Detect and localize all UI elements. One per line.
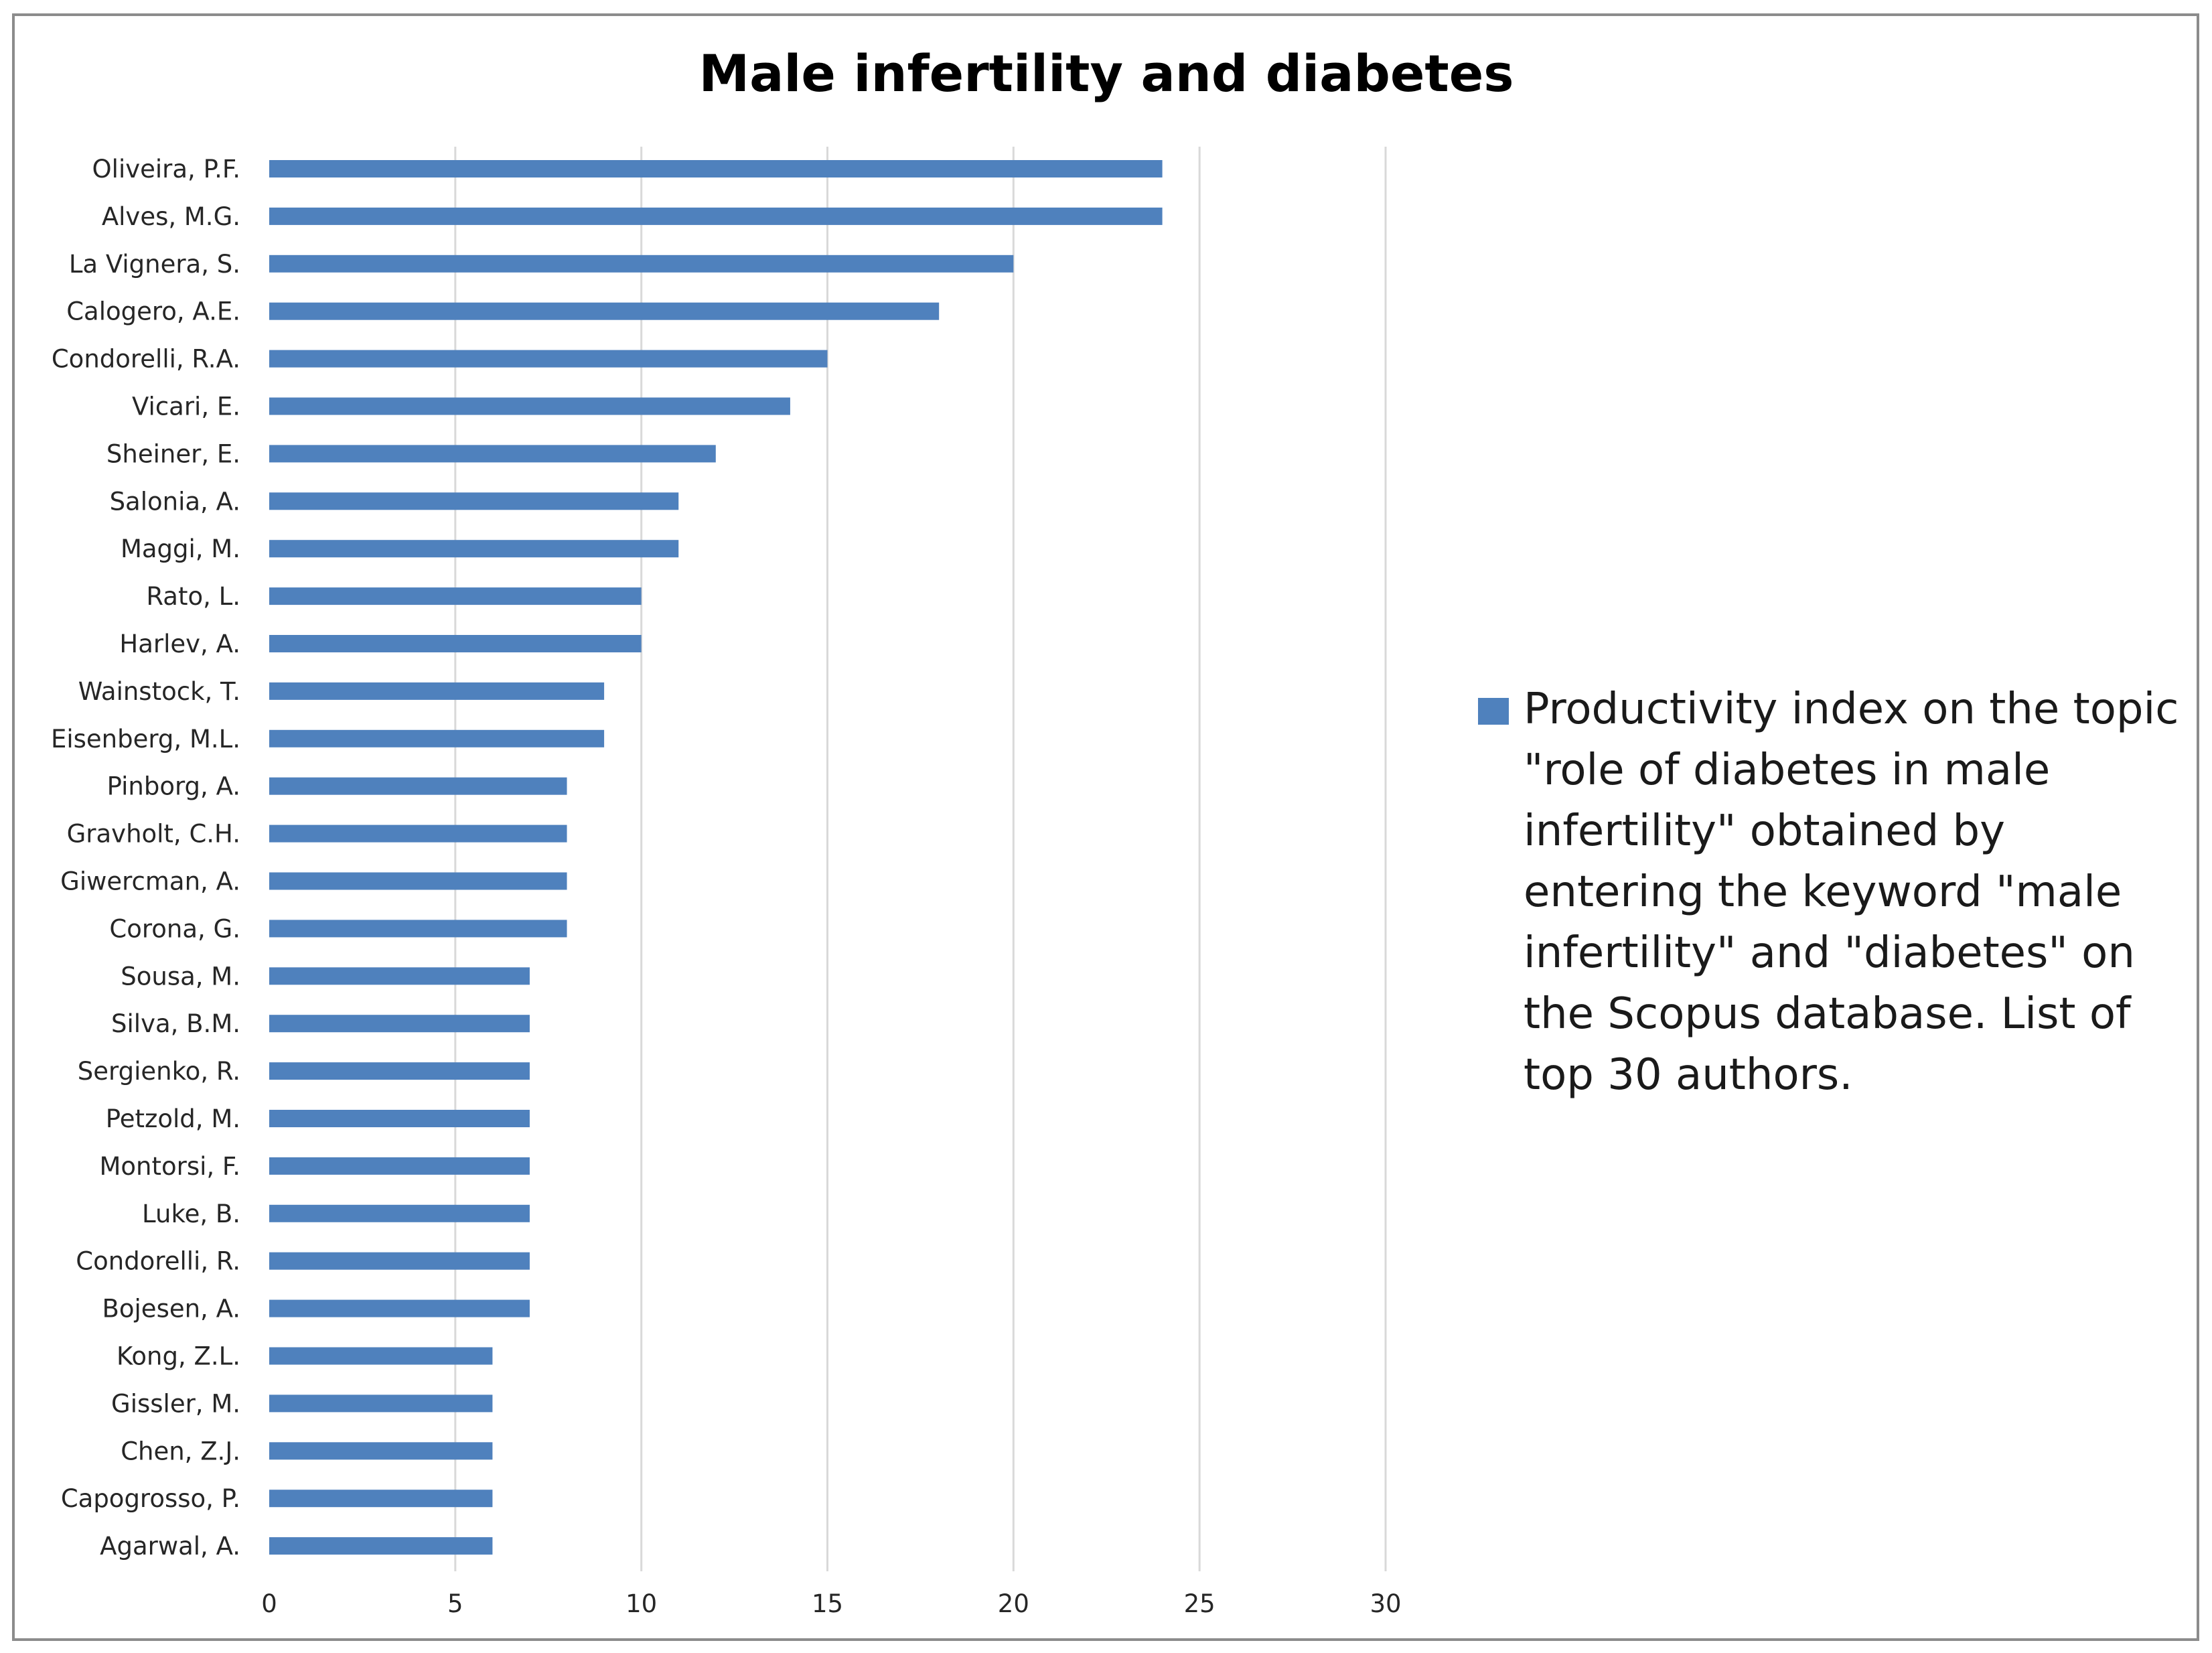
bar <box>269 397 790 415</box>
category-label: Silva, B.M. <box>111 1009 240 1038</box>
bar <box>269 445 716 463</box>
category-label: La Vignera, S. <box>69 250 240 279</box>
bar <box>269 729 605 747</box>
bar <box>269 207 1163 225</box>
x-tick-label: 15 <box>812 1589 843 1618</box>
bar <box>269 1490 493 1508</box>
bar <box>269 492 679 510</box>
category-label: Harlev, A. <box>119 630 240 658</box>
bar <box>269 824 567 843</box>
category-label: Gissler, M. <box>111 1389 240 1418</box>
x-tick-label: 10 <box>625 1589 657 1618</box>
bar <box>269 540 679 558</box>
bar <box>269 1442 493 1460</box>
category-label: Sousa, M. <box>121 962 240 991</box>
x-tick-label: 25 <box>1184 1589 1215 1618</box>
bar <box>269 872 567 890</box>
legend-swatch <box>1478 698 1509 725</box>
category-label: Wainstock, T. <box>78 677 240 706</box>
category-label: Alves, M.G. <box>102 202 240 231</box>
x-axis-tick-labels: 0 5 10 15 20 25 30 <box>261 1589 1401 1618</box>
bar <box>269 1204 530 1222</box>
gridlines <box>454 147 1387 1571</box>
category-label: Vicari, E. <box>132 392 240 421</box>
category-label: Condorelli, R. <box>76 1247 240 1276</box>
category-label: Kong, Z.L. <box>117 1342 240 1371</box>
category-label: Pinborg, A. <box>107 772 240 801</box>
bar <box>269 1062 530 1080</box>
chart-title: Male infertility and diabetes <box>698 44 1514 103</box>
category-label: Eisenberg, M.L. <box>51 725 240 753</box>
bar <box>269 1252 530 1270</box>
x-tick-label: 30 <box>1370 1589 1401 1618</box>
bar <box>269 350 828 368</box>
chart-frame: Male infertility and diabetes Oliveira, … <box>12 13 2199 1641</box>
category-label: Salonia, A. <box>110 487 240 516</box>
bar <box>269 1157 530 1175</box>
bar <box>269 635 642 652</box>
bars <box>269 160 1163 1555</box>
category-label: Rato, L. <box>146 582 240 611</box>
category-label: Sheiner, E. <box>106 439 240 468</box>
category-label: Sergienko, R. <box>78 1057 240 1086</box>
category-label: Calogero, A.E. <box>66 297 240 326</box>
category-label: Luke, B. <box>142 1200 240 1228</box>
legend: Productivity index on the topic "role of… <box>1478 679 2188 1106</box>
bar <box>269 1347 493 1365</box>
bar <box>269 920 567 938</box>
bar <box>269 1015 530 1033</box>
category-label: Oliveira, P.F. <box>92 155 240 184</box>
category-label: Corona, G. <box>109 914 240 943</box>
category-label: Agarwal, A. <box>100 1532 240 1561</box>
bar <box>269 160 1163 177</box>
category-label: Bojesen, A. <box>102 1295 241 1323</box>
category-label: Chen, Z.J. <box>121 1437 240 1465</box>
x-tick-label: 5 <box>447 1589 463 1618</box>
category-label: Capogrosso, P. <box>61 1484 240 1513</box>
category-label: Montorsi, F. <box>99 1152 240 1181</box>
bar <box>269 1299 530 1317</box>
bar <box>269 967 530 985</box>
bar <box>269 255 1014 273</box>
bar <box>269 1537 493 1555</box>
category-label: Giwercman, A. <box>60 867 240 896</box>
x-tick-label: 20 <box>998 1589 1029 1618</box>
category-label: Maggi, M. <box>121 534 240 563</box>
bar <box>269 587 642 605</box>
category-label: Petzold, M. <box>106 1104 240 1133</box>
bar <box>269 682 605 700</box>
bar <box>269 1394 493 1413</box>
bar <box>269 1110 530 1127</box>
x-tick-label: 0 <box>261 1589 277 1618</box>
bar-chart: Male infertility and diabetes Oliveira, … <box>51 44 1514 1618</box>
bar <box>269 302 940 320</box>
category-label: Gravholt, C.H. <box>67 820 240 849</box>
bar <box>269 777 567 795</box>
category-label: Condorelli, R.A. <box>52 345 240 374</box>
legend-label: Productivity index on the topic "role of… <box>1524 685 2179 1100</box>
category-labels: Oliveira, P.F. Alves, M.G. La Vignera, S. C… <box>51 155 240 1561</box>
